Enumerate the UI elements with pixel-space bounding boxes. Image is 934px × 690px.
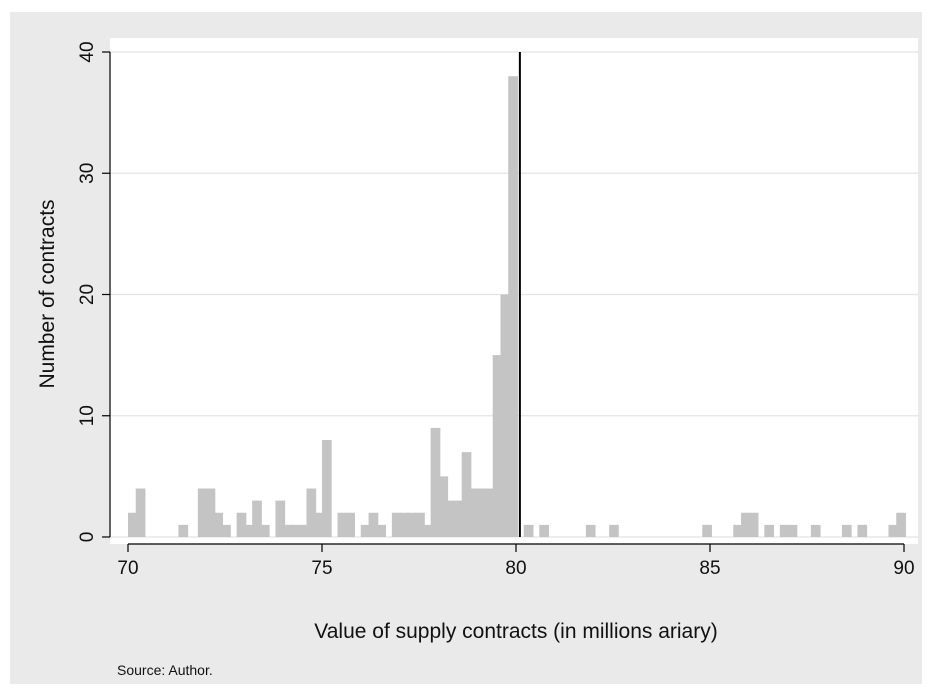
histogram-bar xyxy=(244,524,255,537)
histogram-bar xyxy=(438,476,449,537)
x-tick-label: 90 xyxy=(893,558,914,579)
histogram-bar xyxy=(407,512,418,537)
histogram-bar xyxy=(702,524,712,537)
histogram-bar xyxy=(748,512,759,537)
histogram-bar xyxy=(322,440,332,537)
histogram-bar xyxy=(787,524,798,537)
histogram-bar xyxy=(135,488,146,537)
histogram-bar xyxy=(508,76,518,537)
histogram-bar xyxy=(779,524,790,537)
histogram-bar xyxy=(841,524,852,537)
histogram-bar xyxy=(368,512,379,537)
x-tick-label: 75 xyxy=(311,558,332,579)
x-axis-title: Value of supply contracts (in millions a… xyxy=(314,620,717,643)
histogram-chart: 0 10 20 30 40 70 75 80 85 90 Value of supply cont… xyxy=(36,38,918,643)
x-tick-label: 85 xyxy=(699,558,720,579)
histogram-bar xyxy=(345,512,355,537)
histogram-bar xyxy=(477,488,487,537)
source-note: Source: Author. xyxy=(117,662,213,678)
histogram-bar xyxy=(314,512,324,537)
histogram-bar xyxy=(733,524,743,537)
histogram-bar xyxy=(585,524,596,537)
histogram-bar xyxy=(764,524,775,537)
histogram-bar xyxy=(896,512,906,537)
histogram-bar xyxy=(857,524,868,537)
histogram-bar xyxy=(484,488,495,537)
histogram-bar xyxy=(453,500,464,537)
histogram-bar xyxy=(283,524,293,537)
y-tick-label: 0 xyxy=(77,532,98,543)
y-tick-label: 30 xyxy=(77,163,98,184)
histogram-bar xyxy=(391,512,402,537)
histogram-bar xyxy=(461,452,472,537)
histogram-bar xyxy=(205,488,216,537)
histogram-bar xyxy=(337,512,348,537)
histogram-bar xyxy=(376,524,387,537)
y-tick-label: 10 xyxy=(77,405,98,426)
x-tick-label: 70 xyxy=(117,558,138,579)
histogram-bar xyxy=(360,524,371,537)
axes: 0 10 20 30 40 70 75 80 85 90 xyxy=(77,41,915,579)
histogram-bar xyxy=(430,427,441,537)
histogram-bar xyxy=(221,524,231,537)
histogram-bar xyxy=(306,488,317,537)
histogram-bar xyxy=(236,512,247,537)
histogram-bar xyxy=(275,500,286,537)
histogram-bar xyxy=(810,524,821,537)
histogram-bar xyxy=(888,524,899,537)
y-tick-label: 40 xyxy=(77,41,98,62)
histogram-bar xyxy=(259,524,270,537)
bars xyxy=(128,76,906,537)
histogram-bar xyxy=(539,524,549,537)
histogram-bar xyxy=(523,524,534,537)
histogram-bar xyxy=(128,512,138,537)
histogram-bar xyxy=(415,512,425,537)
histogram-bar xyxy=(492,355,503,537)
histogram-bar xyxy=(399,512,410,537)
y-axis-title: Number of contracts xyxy=(36,199,59,388)
histogram-bar xyxy=(446,500,456,537)
histogram-bar xyxy=(609,524,619,537)
y-tick-label: 20 xyxy=(77,284,98,305)
histogram-bar xyxy=(252,500,262,537)
histogram-bar xyxy=(469,488,480,537)
histogram-bar xyxy=(500,294,511,537)
x-tick-label: 80 xyxy=(505,558,526,579)
histogram-bar xyxy=(741,512,751,537)
histogram-bar xyxy=(298,524,309,537)
histogram-bar xyxy=(422,524,433,537)
histogram-bar xyxy=(197,488,208,537)
histogram-bar xyxy=(290,524,301,537)
histogram-bar xyxy=(213,512,224,537)
histogram-bar xyxy=(178,524,189,537)
chart-figure: 0 10 20 30 40 70 75 80 85 90 Value of supply cont… xyxy=(10,12,922,684)
